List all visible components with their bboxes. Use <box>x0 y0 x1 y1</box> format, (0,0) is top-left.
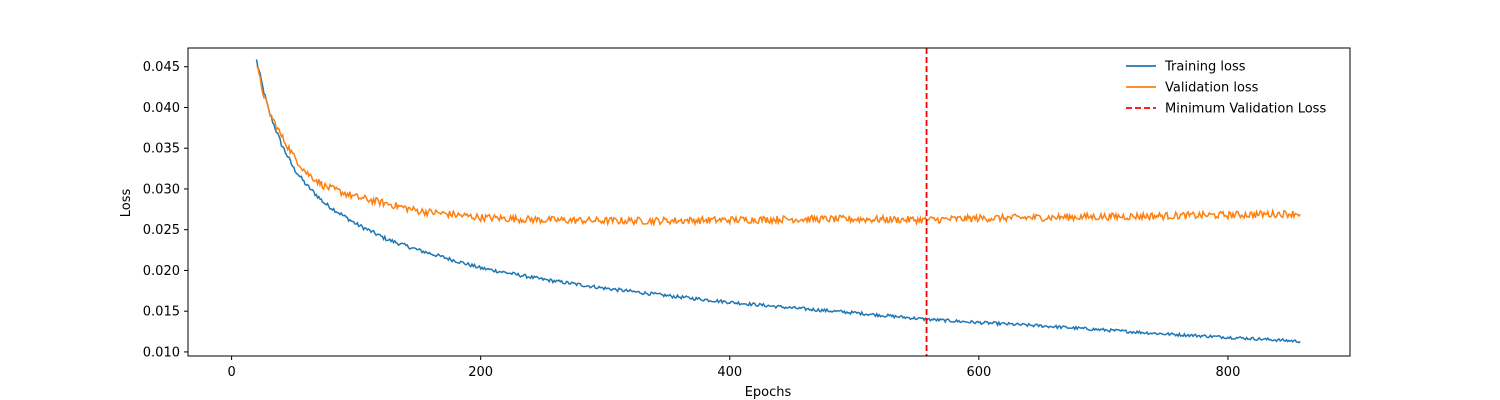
y-axis-title: Loss <box>119 189 134 218</box>
plot-area <box>255 48 1301 356</box>
y-tick-label: 0.040 <box>143 101 180 116</box>
plot-frame <box>187 47 1351 357</box>
x-tick-label: 600 <box>966 365 991 380</box>
axes: 0 200 400 600 800 0.010 0.015 0.020 0.025 0.030 0.… <box>143 47 1351 380</box>
legend-label: Minimum Validation Loss <box>1165 102 1326 117</box>
series-line-validation-loss <box>256 65 1301 228</box>
series-line-training-loss <box>255 59 1301 344</box>
y-tick-label: 0.045 <box>143 60 180 75</box>
legend-label: Training loss <box>1164 60 1246 75</box>
legend: Training loss Validation loss Minimum Vali… <box>1126 60 1326 117</box>
x-tick-label: 200 <box>468 365 493 380</box>
y-tick-label: 0.025 <box>143 223 180 238</box>
x-tick-label: 0 <box>227 365 235 380</box>
y-tick-label: 0.015 <box>143 305 180 320</box>
y-tick-label: 0.030 <box>143 182 180 197</box>
x-axis-title: Epochs <box>745 385 792 400</box>
x-tick-label: 800 <box>1216 365 1241 380</box>
y-tick-label: 0.010 <box>143 345 180 360</box>
y-tick-label: 0.035 <box>143 142 180 157</box>
x-tick-label: 400 <box>717 365 742 380</box>
y-tick-label: 0.020 <box>143 264 180 279</box>
legend-label: Validation loss <box>1165 81 1259 96</box>
